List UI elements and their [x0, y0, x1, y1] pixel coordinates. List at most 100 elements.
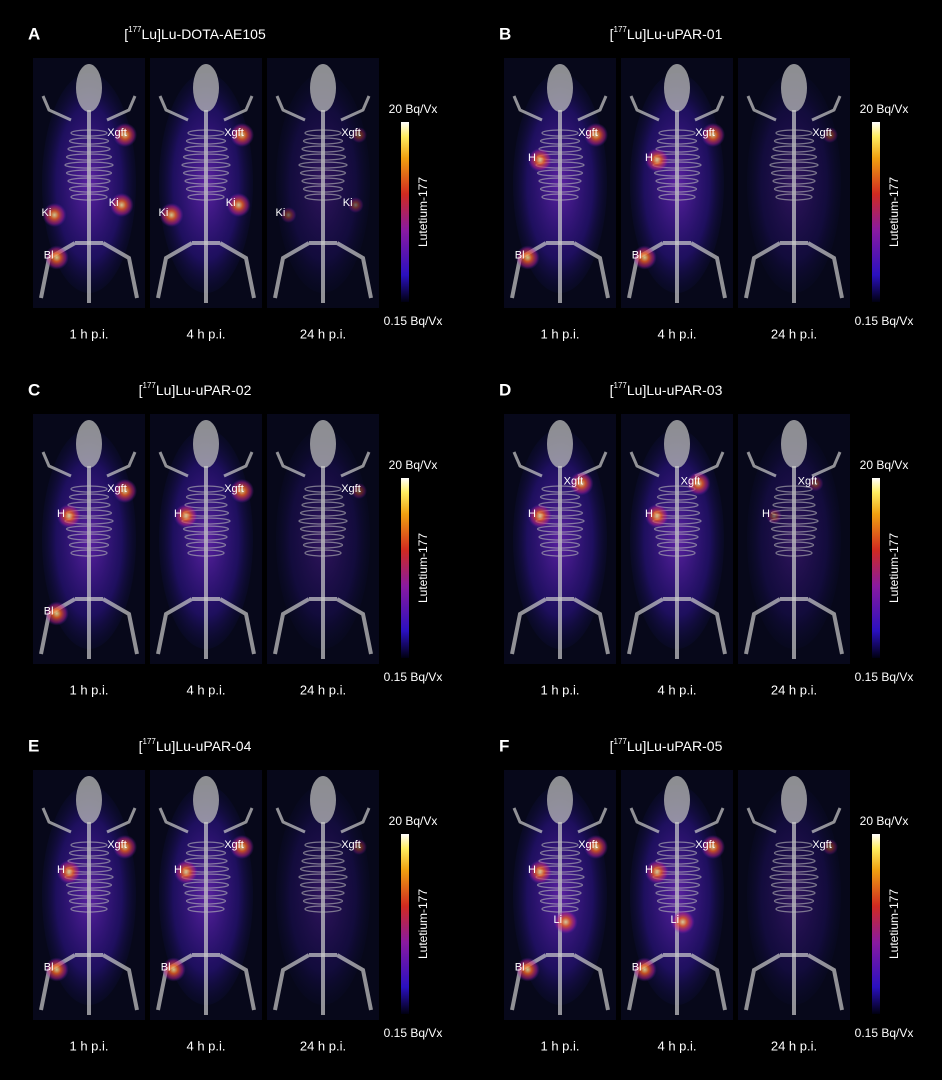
rib	[304, 129, 342, 137]
organ-label: Xgft	[224, 483, 244, 495]
rib	[656, 185, 698, 193]
uptake-hotspot	[645, 504, 669, 528]
rib	[539, 493, 581, 501]
rib	[65, 881, 113, 889]
pelvis-hindlimbs	[744, 953, 844, 1011]
uptake-hotspot	[57, 860, 81, 884]
forelimbs	[512, 807, 608, 834]
spect-ct-image: Xgft H	[738, 414, 850, 664]
rib	[304, 485, 342, 493]
organ-label: H	[645, 864, 653, 876]
rib	[298, 161, 348, 169]
rib	[775, 129, 813, 137]
panel: E [177Lu]Lu-uPAR-04 Xgft H Bl 1 h p.i. Xgft H Bl…	[28, 736, 442, 1053]
panel-letter: D	[499, 380, 511, 399]
colorbar	[401, 122, 409, 302]
rib	[185, 897, 227, 905]
rib	[185, 541, 227, 549]
colorbar-name: Lutetium-177	[887, 177, 901, 247]
time-label: 4 h p.i.	[657, 326, 696, 341]
pelvis-hindlimbs	[156, 241, 256, 299]
organ-label: Bl	[44, 605, 54, 617]
spect-ct-image: Xgft Ki Ki	[150, 58, 262, 308]
colorbar-min: 0.15 Bq/Vx	[384, 670, 443, 684]
rib	[538, 533, 582, 541]
rib	[658, 841, 696, 849]
colorbar-name: Lutetium-177	[887, 533, 901, 603]
forelimbs	[158, 95, 254, 122]
rib	[773, 897, 815, 905]
uptake-hotspot	[347, 197, 364, 213]
colorbar	[401, 834, 409, 1014]
rib	[185, 185, 227, 193]
rib	[68, 897, 110, 905]
uptake-hotspot	[701, 123, 725, 147]
rib	[67, 177, 111, 185]
title-bracket: [	[610, 26, 614, 42]
organ-label: Bl	[632, 249, 642, 261]
rib	[772, 889, 816, 897]
skull	[76, 420, 102, 468]
spect-ct-image: Xgft H Bl	[621, 58, 733, 308]
rib	[658, 129, 696, 137]
uptake-hotspot	[569, 471, 594, 496]
rib	[70, 549, 108, 557]
uptake-hotspot	[584, 123, 608, 147]
rib	[541, 193, 579, 201]
title-compound: Lu]Lu-uPAR-02	[156, 382, 252, 398]
rib	[772, 145, 816, 153]
uptake-hotspot	[686, 471, 711, 496]
rib	[298, 873, 348, 881]
rib	[299, 881, 347, 889]
rib	[187, 905, 225, 913]
rib	[187, 193, 225, 201]
uptake-hotspot	[645, 860, 669, 884]
organ-label: H	[57, 508, 65, 520]
rib	[68, 493, 110, 501]
rib	[772, 857, 816, 865]
rib	[67, 533, 111, 541]
organ-label: Xgft	[695, 839, 715, 851]
pelvis-hindlimbs	[156, 597, 256, 655]
skull	[781, 64, 807, 112]
organ-label: Xgft	[798, 475, 818, 487]
uptake-hotspot	[528, 860, 552, 884]
title-superscript: 177	[614, 737, 628, 746]
rib	[538, 889, 582, 897]
uptake-hotspot	[174, 860, 198, 884]
time-label: 24 h p.i.	[300, 1038, 346, 1053]
title-bracket: [	[139, 382, 143, 398]
organ-label: Li	[670, 914, 679, 926]
organ-label: Xgft	[224, 127, 244, 139]
rib	[185, 493, 227, 501]
rib	[769, 873, 819, 881]
rib	[182, 169, 230, 177]
organ-label: Xgft	[107, 483, 127, 495]
rib	[539, 541, 581, 549]
rib	[299, 865, 347, 873]
rib	[70, 905, 108, 913]
rib	[655, 889, 699, 897]
organ-label: Xgft	[107, 127, 127, 139]
organ-label: Xgft	[564, 475, 584, 487]
spect-ct-image: Xgft H Li Bl	[504, 770, 616, 1020]
rib	[299, 169, 347, 177]
spect-ct-image: Xgft H Bl	[33, 770, 145, 1020]
panel-letter: F	[499, 736, 509, 755]
rib	[539, 137, 581, 145]
skull	[547, 776, 573, 824]
organ-label: Bl	[44, 249, 54, 261]
organ-label: Li	[553, 914, 562, 926]
skull	[193, 64, 219, 112]
title-bracket: [	[124, 26, 128, 42]
rib	[538, 177, 582, 185]
rib	[536, 525, 584, 533]
pelvis-hindlimbs	[744, 597, 844, 655]
organ-label: Ki	[226, 197, 236, 209]
uptake-hotspot	[701, 835, 725, 859]
rib	[65, 169, 113, 177]
uptake-hotspot	[159, 203, 184, 227]
rib	[65, 153, 113, 161]
uptake-hotspot	[351, 127, 367, 143]
uptake-hotspot	[113, 479, 137, 503]
